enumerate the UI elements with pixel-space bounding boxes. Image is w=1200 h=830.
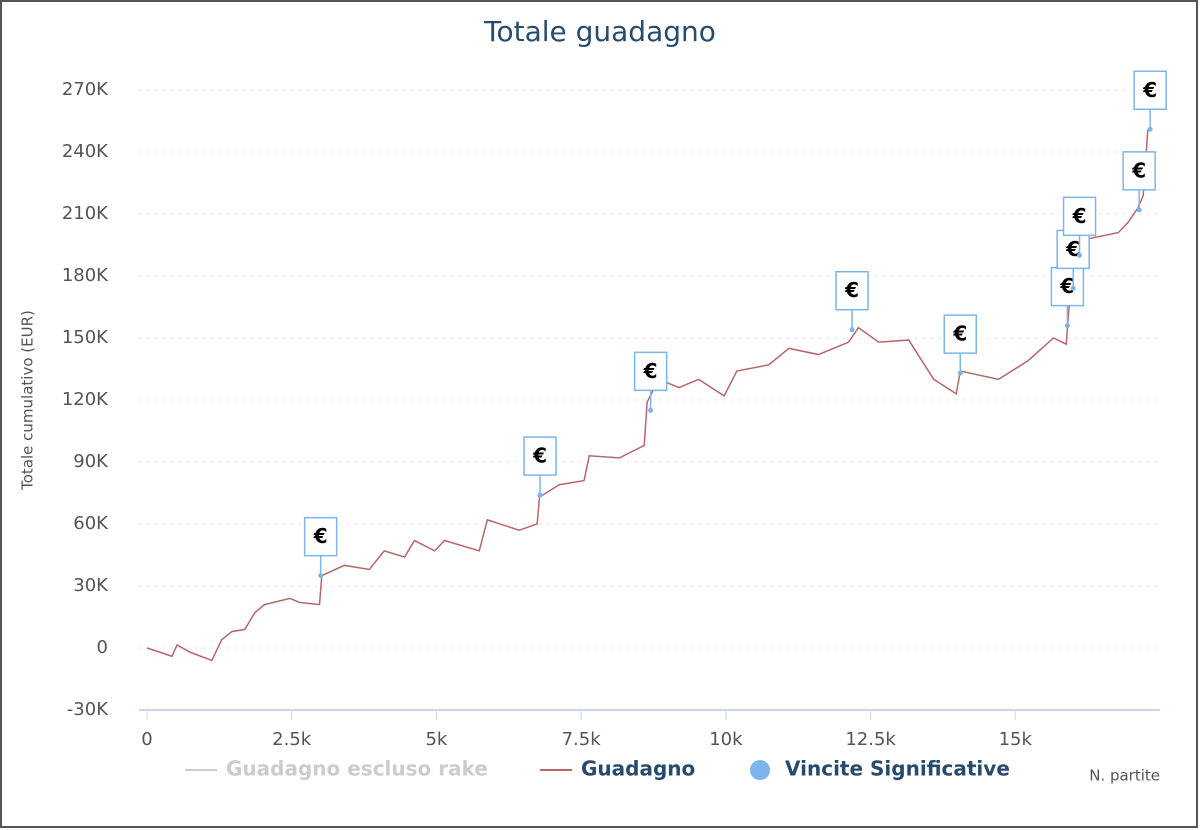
flag-box <box>1133 70 1167 111</box>
flag-label: € <box>1142 78 1157 102</box>
x-tick-label: 2.5k <box>272 729 312 750</box>
y-tick-label: 240K <box>62 141 109 162</box>
flag-box <box>1122 151 1156 191</box>
point <box>648 407 654 413</box>
flag-label: € <box>532 444 547 468</box>
point <box>1136 207 1142 213</box>
point <box>1077 252 1083 258</box>
legend-label[interactable]: Vincite Significative <box>785 757 1010 781</box>
point <box>537 492 543 498</box>
y-tick-label: 210K <box>62 203 109 224</box>
flag-box <box>523 436 557 476</box>
y-tick-label: 270K <box>62 79 109 100</box>
legend-label[interactable]: Guadagno escluso rake <box>226 757 488 781</box>
point <box>849 327 855 333</box>
flag-box <box>303 516 338 557</box>
y-tick-label: 180K <box>62 265 109 286</box>
flag-box <box>1062 196 1097 237</box>
chart-title: Totale guadagno <box>483 15 716 48</box>
x-tick-label: 0 <box>141 729 152 750</box>
flag-box <box>633 351 668 392</box>
flag-label: € <box>844 278 859 302</box>
point <box>1064 323 1070 329</box>
y-axis-title: Totale cumulativo (EUR) <box>19 310 37 491</box>
line <box>146 129 1149 662</box>
flag-label: € <box>952 322 967 346</box>
flag-label: € <box>1059 274 1074 298</box>
x-tick-label: 7.5k <box>562 729 602 750</box>
y-tick-label: 0 <box>97 637 108 658</box>
point <box>1070 285 1076 291</box>
x-tick-label: 15k <box>999 729 1033 750</box>
y-tick-label: -30K <box>67 699 109 720</box>
y-tick-label: 30K <box>73 575 109 596</box>
flag-box <box>943 314 978 354</box>
x-tick-label: 10k <box>709 729 743 750</box>
x-tick-label: 12.5k <box>845 729 896 750</box>
y-tick-label: 120K <box>62 389 109 410</box>
x-tick-label: 5k <box>425 729 447 750</box>
flag-label: € <box>1065 237 1080 261</box>
point <box>957 370 963 376</box>
y-tick-label: 90K <box>73 451 109 472</box>
x-axis-title: N. partite <box>1089 767 1160 785</box>
y-tick-label: 60K <box>73 513 109 534</box>
flag-label: € <box>1131 158 1146 182</box>
legend-label[interactable]: Guadagno <box>581 757 695 781</box>
legend-symbol <box>750 760 770 780</box>
point <box>1147 126 1153 132</box>
flag-box <box>1050 266 1085 307</box>
flag-box <box>835 270 869 311</box>
flag-label: € <box>1072 204 1087 228</box>
flag-label: € <box>643 359 658 383</box>
flag-label: € <box>313 524 328 548</box>
point <box>318 573 324 579</box>
y-tick-label: 150K <box>62 327 109 348</box>
